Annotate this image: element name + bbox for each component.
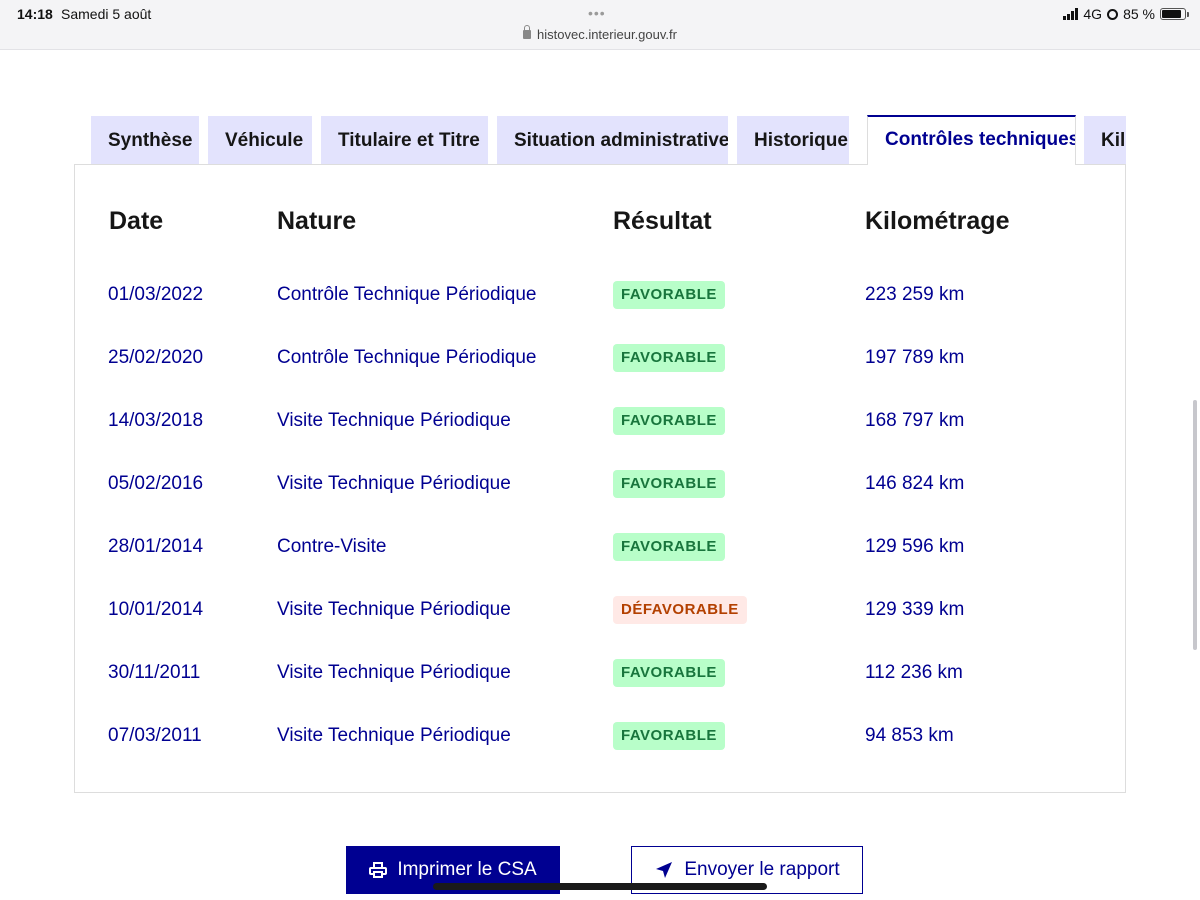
- status-time: 14:18: [17, 6, 53, 22]
- print-csa-label: Imprimer le CSA: [397, 859, 537, 880]
- row-date: 05/02/2016: [108, 473, 204, 494]
- row-nature: Visite Technique Périodique: [277, 473, 511, 494]
- send-arrow-icon: [656, 862, 673, 878]
- result-badge: FAVORABLE: [613, 722, 725, 750]
- row-kilometrage: 94 853 km: [865, 725, 954, 746]
- row-kilometrage: 129 339 km: [865, 599, 965, 620]
- result-badge: FAVORABLE: [613, 344, 725, 372]
- result-badge: FAVORABLE: [613, 281, 725, 309]
- result-badge: FAVORABLE: [613, 533, 725, 561]
- row-nature: Visite Technique Périodique: [277, 662, 511, 683]
- multitasking-dots-icon[interactable]: •••: [588, 5, 606, 21]
- row-kilometrage: 223 259 km: [865, 284, 965, 305]
- row-nature: Contrôle Technique Périodique: [277, 284, 537, 305]
- printer-icon: [369, 862, 388, 878]
- tab-titulaire-et-titre[interactable]: Titulaire et Titre: [321, 116, 488, 165]
- column-header-nature: Nature: [277, 207, 357, 235]
- row-nature: Visite Technique Périodique: [277, 725, 511, 746]
- row-nature: Contrôle Technique Périodique: [277, 347, 537, 368]
- home-indicator[interactable]: [433, 883, 767, 890]
- row-date: 25/02/2020: [108, 347, 204, 368]
- tab-vehicule[interactable]: Véhicule: [208, 116, 312, 165]
- status-bar: 14:18 Samedi 5 août ••• histovec.interie…: [0, 0, 1200, 50]
- tab-kilometrage[interactable]: Kil: [1084, 116, 1126, 165]
- tab-historique[interactable]: Historique: [737, 116, 849, 165]
- row-kilometrage: 146 824 km: [865, 473, 965, 494]
- tab-synthese[interactable]: Synthèse: [91, 116, 199, 165]
- address-bar[interactable]: histovec.interieur.gouv.fr: [0, 25, 1200, 42]
- result-badge: FAVORABLE: [613, 470, 725, 498]
- row-date: 30/11/2011: [108, 662, 201, 683]
- result-badge: DÉFAVORABLE: [613, 596, 747, 624]
- tab-bar: Synthèse Véhicule Titulaire et Titre Sit…: [91, 115, 1126, 165]
- row-kilometrage: 197 789 km: [865, 347, 965, 368]
- row-nature: Contre-Visite: [277, 536, 387, 557]
- url-text: histovec.interieur.gouv.fr: [537, 27, 677, 42]
- row-date: 01/03/2022: [108, 284, 204, 305]
- controles-techniques-panel: Date Nature Résultat Kilométrage 01/03/2…: [74, 164, 1126, 793]
- scroll-indicator[interactable]: [1193, 400, 1197, 650]
- row-date: 07/03/2011: [108, 725, 202, 746]
- status-date: Samedi 5 août: [61, 6, 152, 22]
- row-nature: Visite Technique Périodique: [277, 410, 511, 431]
- send-report-label: Envoyer le rapport: [684, 859, 840, 880]
- row-nature: Visite Technique Périodique: [277, 599, 511, 620]
- column-header-resultat: Résultat: [613, 207, 712, 235]
- row-kilometrage: 129 596 km: [865, 536, 965, 557]
- column-header-date: Date: [109, 207, 164, 235]
- tab-situation-administrative[interactable]: Situation administrative: [497, 116, 728, 165]
- row-date: 10/01/2014: [108, 599, 204, 620]
- result-badge: FAVORABLE: [613, 407, 725, 435]
- row-date: 14/03/2018: [108, 410, 204, 431]
- battery-percent: 85 %: [1123, 6, 1155, 22]
- network-type: 4G: [1083, 6, 1103, 22]
- lock-icon: [523, 25, 532, 39]
- battery-icon: [1160, 8, 1189, 20]
- orientation-lock-icon: [1107, 8, 1119, 20]
- row-date: 28/01/2014: [108, 536, 204, 557]
- result-badge: FAVORABLE: [613, 659, 725, 687]
- column-header-kilometrage: Kilométrage: [865, 207, 1010, 235]
- row-kilometrage: 168 797 km: [865, 410, 965, 431]
- status-right: 4G 85 %: [1063, 6, 1189, 22]
- row-kilometrage: 112 236 km: [865, 662, 963, 683]
- tab-controles-techniques[interactable]: Contrôles techniques: [867, 115, 1076, 165]
- signal-icon: [1063, 8, 1079, 20]
